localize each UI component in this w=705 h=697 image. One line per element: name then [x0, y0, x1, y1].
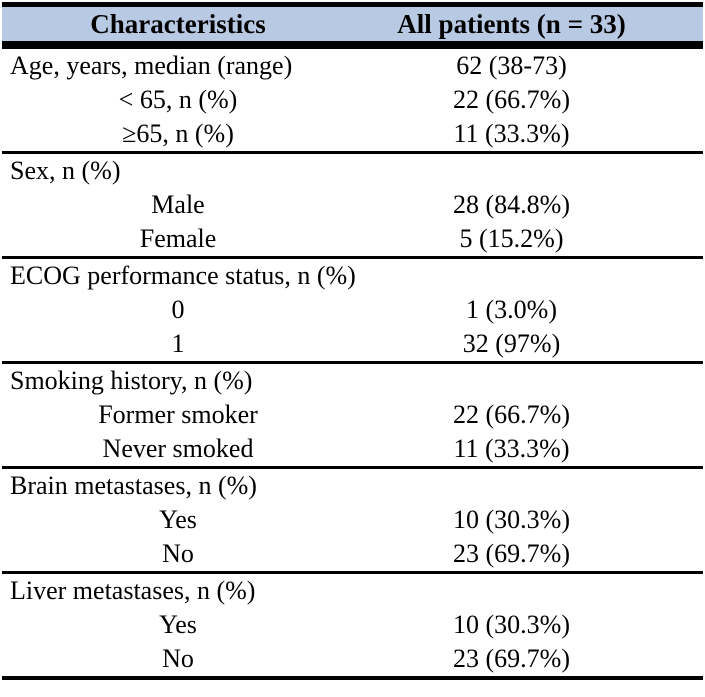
table-row: < 65, n (%) 22 (66.7%) — [2, 83, 703, 117]
table-row: Brain metastases, n (%) — [2, 469, 703, 503]
row-label: < 65, n (%) — [118, 85, 238, 114]
section-brain-metastases: Brain metastases, n (%) Yes 10 (30.3%) N… — [2, 466, 703, 571]
row-label: Never smoked — [102, 434, 254, 463]
table-row: 1 32 (97%) — [2, 327, 703, 361]
page: Characteristics All patients (n = 33) Ag… — [2, 2, 703, 680]
row-label: Liver metastases, n (%) — [10, 576, 256, 605]
table-row: Age, years, median (range) 62 (38-73) — [2, 49, 703, 83]
row-value: 32 (97%) — [462, 329, 561, 358]
table-row: No 23 (69.7%) — [2, 642, 703, 676]
table-row: Sex, n (%) — [2, 154, 703, 188]
table-row: No 23 (69.7%) — [2, 537, 703, 571]
row-value: 11 (33.3%) — [453, 434, 570, 463]
table-row: 0 1 (3.0%) — [2, 293, 703, 327]
section-smoking: Smoking history, n (%) Former smoker 22 … — [2, 361, 703, 466]
row-value: 22 (66.7%) — [453, 85, 570, 114]
table-row: Former smoker 22 (66.7%) — [2, 398, 703, 432]
table-row: Liver metastases, n (%) — [2, 574, 703, 608]
row-label: Yes — [159, 610, 197, 639]
table-row: Never smoked 11 (33.3%) — [2, 432, 703, 466]
table-row: Smoking history, n (%) — [2, 364, 703, 398]
row-label: Brain metastases, n (%) — [10, 471, 257, 500]
row-value: 10 (30.3%) — [453, 505, 570, 534]
row-label: ECOG performance status, n (%) — [10, 261, 356, 290]
section-age: Age, years, median (range) 62 (38-73) < … — [2, 46, 703, 151]
row-label: Smoking history, n (%) — [10, 366, 253, 395]
table-header-row: Characteristics All patients (n = 33) — [2, 7, 703, 46]
header-characteristics: Characteristics — [90, 8, 266, 39]
table-row: Male 28 (84.8%) — [2, 188, 703, 222]
table-row: Yes 10 (30.3%) — [2, 608, 703, 642]
row-label: No — [162, 644, 194, 673]
row-label: Male — [151, 190, 205, 219]
row-label: 0 — [171, 295, 185, 324]
header-all-patients: All patients (n = 33) — [397, 8, 626, 39]
row-value: 22 (66.7%) — [453, 400, 570, 429]
table-row: ECOG performance status, n (%) — [2, 259, 703, 293]
row-value: 23 (69.7%) — [453, 644, 570, 673]
table-row: ≥65, n (%) 11 (33.3%) — [2, 117, 703, 151]
row-label: Age, years, median (range) — [10, 51, 293, 80]
row-value: 1 (3.0%) — [466, 295, 557, 324]
row-value: 11 (33.3%) — [453, 119, 570, 148]
row-label: Former smoker — [98, 400, 258, 429]
row-label: Female — [139, 224, 217, 253]
row-label: No — [162, 539, 194, 568]
row-value: 62 (38-73) — [456, 51, 567, 80]
row-label: 1 — [171, 329, 185, 358]
table-row: Female 5 (15.2%) — [2, 222, 703, 256]
section-sex: Sex, n (%) Male 28 (84.8%) Female 5 (15.… — [2, 151, 703, 256]
row-value: 23 (69.7%) — [453, 539, 570, 568]
row-value: 5 (15.2%) — [459, 224, 564, 253]
table-row: Yes 10 (30.3%) — [2, 503, 703, 537]
section-ecog: ECOG performance status, n (%) 0 1 (3.0%… — [2, 256, 703, 361]
row-label: Yes — [159, 505, 197, 534]
section-liver-metastases: Liver metastases, n (%) Yes 10 (30.3%) N… — [2, 571, 703, 676]
patient-characteristics-table: Characteristics All patients (n = 33) Ag… — [2, 2, 703, 680]
row-label: Sex, n (%) — [10, 156, 121, 185]
row-value: 28 (84.8%) — [453, 190, 570, 219]
row-label: ≥65, n (%) — [122, 119, 234, 148]
row-value: 10 (30.3%) — [453, 610, 570, 639]
